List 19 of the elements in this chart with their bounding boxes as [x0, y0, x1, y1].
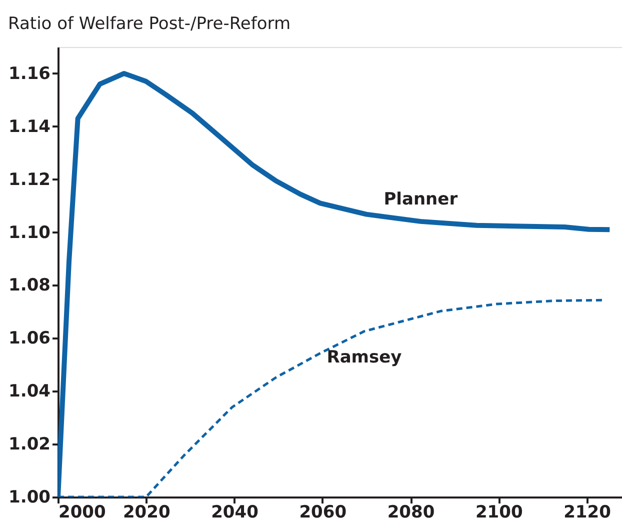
y-tick-label: 1.06 — [8, 328, 50, 349]
y-tick-label: 1.02 — [8, 434, 50, 455]
x-tick-label: 2080 — [387, 502, 435, 522]
y-tick-label: 1.04 — [8, 382, 51, 402]
x-tick-label: 2040 — [211, 502, 259, 522]
x-tick-label: 2100 — [475, 502, 523, 522]
series-label: Planner — [384, 189, 458, 210]
y-tick-label: 1.00 — [8, 488, 51, 508]
x-tick-label: 2020 — [122, 502, 170, 522]
y-tick-label: 1.14 — [8, 116, 51, 137]
y-tick-label: 1.16 — [8, 64, 50, 84]
y-tick-label: 1.12 — [8, 170, 50, 190]
x-tick-label: 2000 — [58, 502, 106, 522]
series-label: Ramsey — [326, 347, 402, 368]
x-tick-label: 2120 — [564, 502, 612, 522]
x-tick-label: 2060 — [299, 502, 347, 522]
y-tick-label: 1.08 — [8, 276, 50, 296]
chart-title: Ratio of Welfare Post-/Pre-Reform — [8, 14, 291, 34]
y-tick-label: 1.10 — [8, 222, 51, 243]
